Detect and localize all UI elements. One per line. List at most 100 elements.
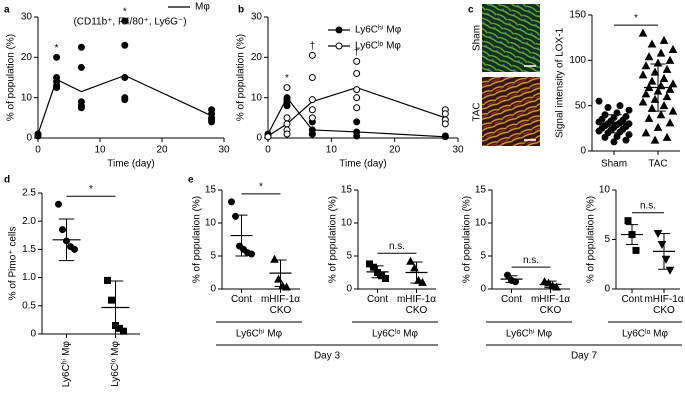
y-tick-label: 2.0 <box>22 216 36 227</box>
data-point <box>641 61 651 70</box>
cell-type-label: Ly6Cˡᵒ Mφ <box>622 329 668 340</box>
x-tick-label: 10 <box>94 145 106 156</box>
data-point <box>644 113 654 122</box>
y-tick-label: 15 <box>475 185 487 196</box>
y-axis-label: % of population (%) <box>236 34 247 121</box>
panel-label: a <box>4 5 10 16</box>
y-tick-label: 15 <box>205 185 217 196</box>
data-point <box>638 28 648 37</box>
error-bar <box>505 275 518 283</box>
data-point <box>665 266 675 275</box>
legend-marker <box>335 42 343 50</box>
y-axis-label: % of population (%) <box>192 196 203 283</box>
day-label: Day 3 <box>314 351 341 362</box>
data-point <box>441 110 449 118</box>
data-point <box>665 118 675 127</box>
data-point <box>625 106 633 114</box>
data-point <box>353 104 361 112</box>
data-point <box>208 118 216 126</box>
y-tick-label: 0 <box>256 133 262 144</box>
data-point <box>77 43 85 51</box>
x-tick-label: Ly6Cˡᵒ Mφ <box>110 340 121 386</box>
data-point <box>610 138 618 146</box>
y-axis-label: Signal intensity of LOX-1 <box>555 28 566 138</box>
data-point <box>228 198 235 206</box>
data-point <box>121 41 129 49</box>
data-point <box>382 274 389 282</box>
data-point <box>283 120 291 128</box>
significance-mark: † <box>354 47 360 58</box>
cell-type-label: Ly6Cʰⁱ Mφ <box>236 329 283 340</box>
data-point <box>308 51 316 59</box>
y-tick-label: 1.5 <box>22 244 36 255</box>
significance-mark: * <box>89 184 93 195</box>
significance-mark: * <box>123 7 127 18</box>
legend-marker <box>335 26 343 34</box>
data-point <box>370 263 377 271</box>
data-point <box>264 133 272 141</box>
data-point <box>659 101 669 110</box>
cell-type-label: Ly6Cˡᵒ Mφ <box>372 329 418 340</box>
data-point <box>121 17 129 25</box>
data-point <box>504 271 511 279</box>
x-tick-label: Sham <box>601 159 627 170</box>
data-point <box>665 55 675 64</box>
data-point <box>662 92 672 101</box>
data-point <box>308 96 316 104</box>
data-point <box>55 200 62 208</box>
y-tick-label: 0 <box>480 284 486 295</box>
error-bar <box>107 280 124 335</box>
data-point <box>624 217 632 225</box>
y-tick-label: 10 <box>475 218 487 229</box>
legend-label: Mφ <box>195 2 210 13</box>
error-bar <box>625 224 639 245</box>
data-point <box>418 277 427 286</box>
y-tick-label: 0.5 <box>22 300 36 311</box>
data-point <box>632 246 640 254</box>
data-point <box>668 106 678 115</box>
data-point <box>595 127 603 135</box>
y-tick-label: 1.0 <box>22 272 36 283</box>
image-label: TAC <box>472 102 483 121</box>
cell-type-label: Ly6Cʰⁱ Mφ <box>506 329 553 340</box>
data-point <box>638 70 648 79</box>
data-point <box>308 130 316 138</box>
y-tick-label: 150 <box>569 10 586 21</box>
data-point <box>308 114 316 122</box>
legend-label: Ly6Cˡᵒ Mφ <box>355 41 401 52</box>
x-tick-label: 20 <box>389 145 401 156</box>
y-tick-label: 0 <box>26 133 32 144</box>
error-bar <box>410 261 423 284</box>
data-point <box>77 63 85 71</box>
data-point <box>53 53 61 61</box>
error-bar <box>274 259 287 287</box>
y-tick-label: 10 <box>205 218 217 229</box>
significance-mark: * <box>259 182 263 193</box>
y-tick-label: 100 <box>569 55 586 66</box>
data-point <box>595 97 603 105</box>
y-axis-label: % of population (%) <box>586 196 597 283</box>
data-point <box>650 94 660 103</box>
y-tick-label: 10 <box>599 185 611 196</box>
data-point <box>248 250 255 258</box>
significance-mark: * <box>55 43 59 54</box>
data-point <box>656 48 666 57</box>
data-point <box>353 86 361 94</box>
data-point <box>625 131 633 139</box>
data-point <box>270 254 279 263</box>
y-tick-label: 20 <box>251 52 263 63</box>
data-point <box>638 97 648 106</box>
error-bar <box>606 114 622 134</box>
data-point <box>656 110 666 119</box>
mean-line <box>37 74 212 135</box>
data-point <box>604 103 612 111</box>
x-tick-label: 30 <box>452 145 464 156</box>
data-point <box>353 118 361 126</box>
micrograph-sham <box>482 4 540 72</box>
data-point <box>53 84 61 92</box>
x-tick-label: TAC <box>648 159 667 170</box>
data-point <box>659 35 669 44</box>
x-tick-label: 30 <box>218 145 230 156</box>
data-point <box>71 245 78 253</box>
subtitle: (CD11b⁺, F4/80⁺, Ly6G⁻) <box>73 17 186 28</box>
